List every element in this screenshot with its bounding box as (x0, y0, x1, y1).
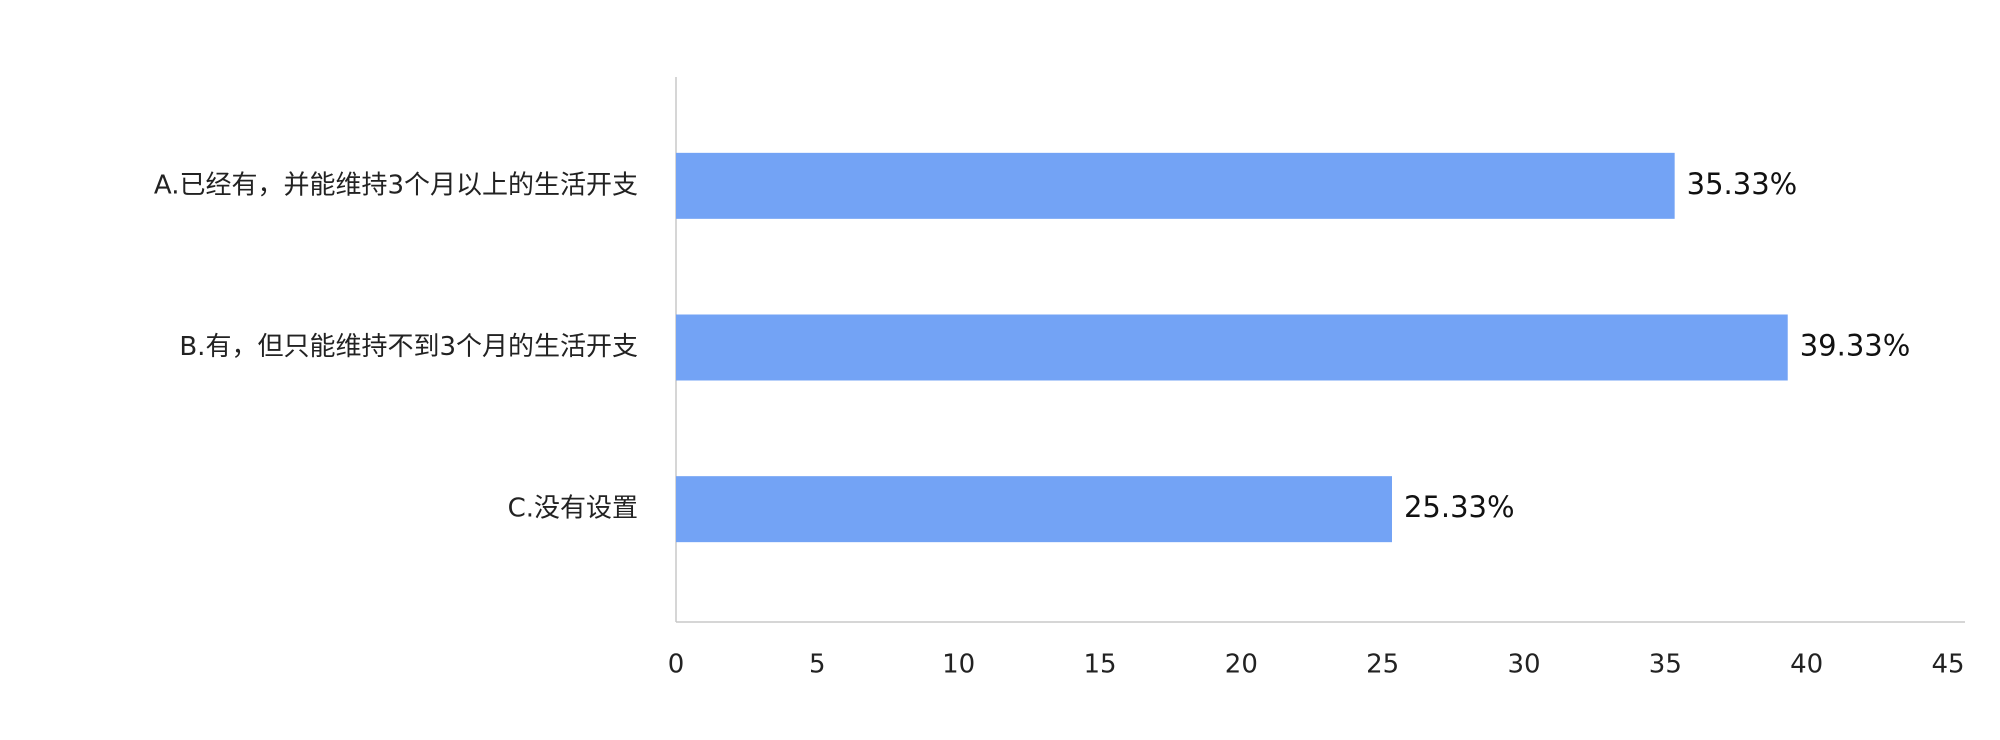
x-tick-label: 45 (1931, 650, 1964, 680)
value-label: 39.33% (1800, 329, 1911, 363)
x-tick-label: 10 (942, 650, 975, 680)
bar (676, 152, 1675, 219)
x-tick-label: 20 (1225, 650, 1258, 680)
bar (676, 314, 1788, 381)
x-tick-label: 30 (1507, 650, 1540, 680)
y-tick-label: A.已经有，并能维持3个月以上的生活开支 (154, 170, 638, 200)
x-tick-label: 15 (1083, 650, 1116, 680)
x-tick-label: 25 (1366, 650, 1399, 680)
y-tick-label: C.没有设置 (508, 494, 638, 524)
x-tick-label: 40 (1790, 650, 1823, 680)
value-label: 25.33% (1404, 490, 1515, 524)
bar (676, 476, 1392, 543)
value-label: 35.33% (1687, 167, 1798, 201)
y-tick-label: B.有，但只能维持不到3个月的生活开支 (179, 332, 638, 362)
x-tick-label: 5 (809, 650, 826, 680)
x-tick-label: 35 (1649, 650, 1682, 680)
x-tick-label: 0 (668, 650, 685, 680)
